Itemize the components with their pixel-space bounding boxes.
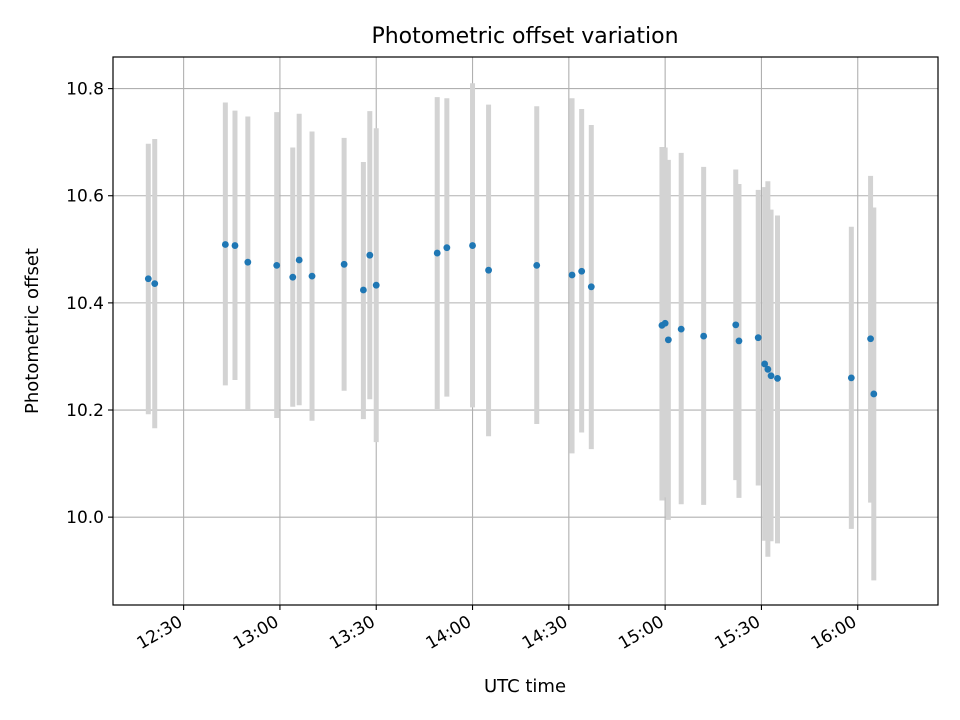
data-point: [867, 335, 874, 343]
data-point: [677, 325, 685, 333]
x-axis-label: UTC time: [484, 676, 566, 697]
chart-title: Photometric offset variation: [371, 24, 678, 49]
data-point: [754, 334, 762, 342]
data-point: [767, 372, 775, 380]
x-tick-label: 16:00: [808, 612, 860, 654]
x-tick-label: 14:00: [423, 612, 475, 654]
x-tick-label: 13:30: [326, 612, 378, 654]
data-point: [372, 281, 380, 289]
data-point: [144, 275, 152, 283]
data-point: [273, 261, 281, 269]
data-point: [661, 319, 669, 327]
y-tick-label: 10.0: [66, 508, 104, 528]
data-point: [870, 390, 878, 398]
data-point: [774, 375, 781, 382]
data-points: [144, 241, 878, 398]
data-point: [847, 374, 855, 382]
data-point: [289, 273, 297, 281]
data-point: [244, 258, 252, 266]
data-point: [308, 272, 316, 280]
data-point: [469, 242, 476, 249]
x-tick-label: 15:00: [615, 612, 667, 654]
data-point: [443, 244, 451, 252]
data-point: [735, 337, 743, 345]
y-axis-ticks: 10.0 10.2 10.4 10.6 10.8: [66, 80, 113, 528]
x-tick-label: 14:30: [519, 612, 571, 654]
y-axis-label: Photometric offset: [22, 248, 43, 414]
x-axis-ticks: 12:30 13:00 13:30 14:00 14:30 15:00 15:30 16:00: [134, 605, 860, 654]
data-point: [568, 271, 576, 279]
data-point: [700, 332, 708, 340]
error-bars: [145, 83, 877, 581]
y-tick-label: 10.4: [66, 294, 104, 314]
plot-area-frame: [112, 56, 939, 606]
data-point: [221, 241, 229, 248]
data-point: [732, 321, 740, 329]
data-point: [664, 336, 672, 344]
data-point: [366, 251, 374, 259]
data-point: [151, 280, 159, 287]
data-point: [359, 286, 367, 294]
data-point: [231, 242, 239, 249]
data-point: [578, 267, 586, 275]
x-tick-label: 13:00: [230, 612, 282, 654]
data-point: [340, 260, 348, 268]
x-tick-label: 12:30: [134, 612, 186, 654]
data-point: [764, 365, 772, 373]
data-point: [587, 283, 595, 291]
data-point: [761, 360, 769, 368]
x-tick-label: 15:30: [712, 612, 764, 654]
data-point: [533, 261, 541, 269]
data-point: [433, 249, 441, 257]
y-tick-label: 10.8: [66, 80, 104, 100]
data-point: [295, 256, 303, 264]
y-tick-label: 10.2: [66, 401, 104, 421]
data-point: [485, 266, 492, 274]
y-tick-label: 10.6: [66, 187, 104, 207]
